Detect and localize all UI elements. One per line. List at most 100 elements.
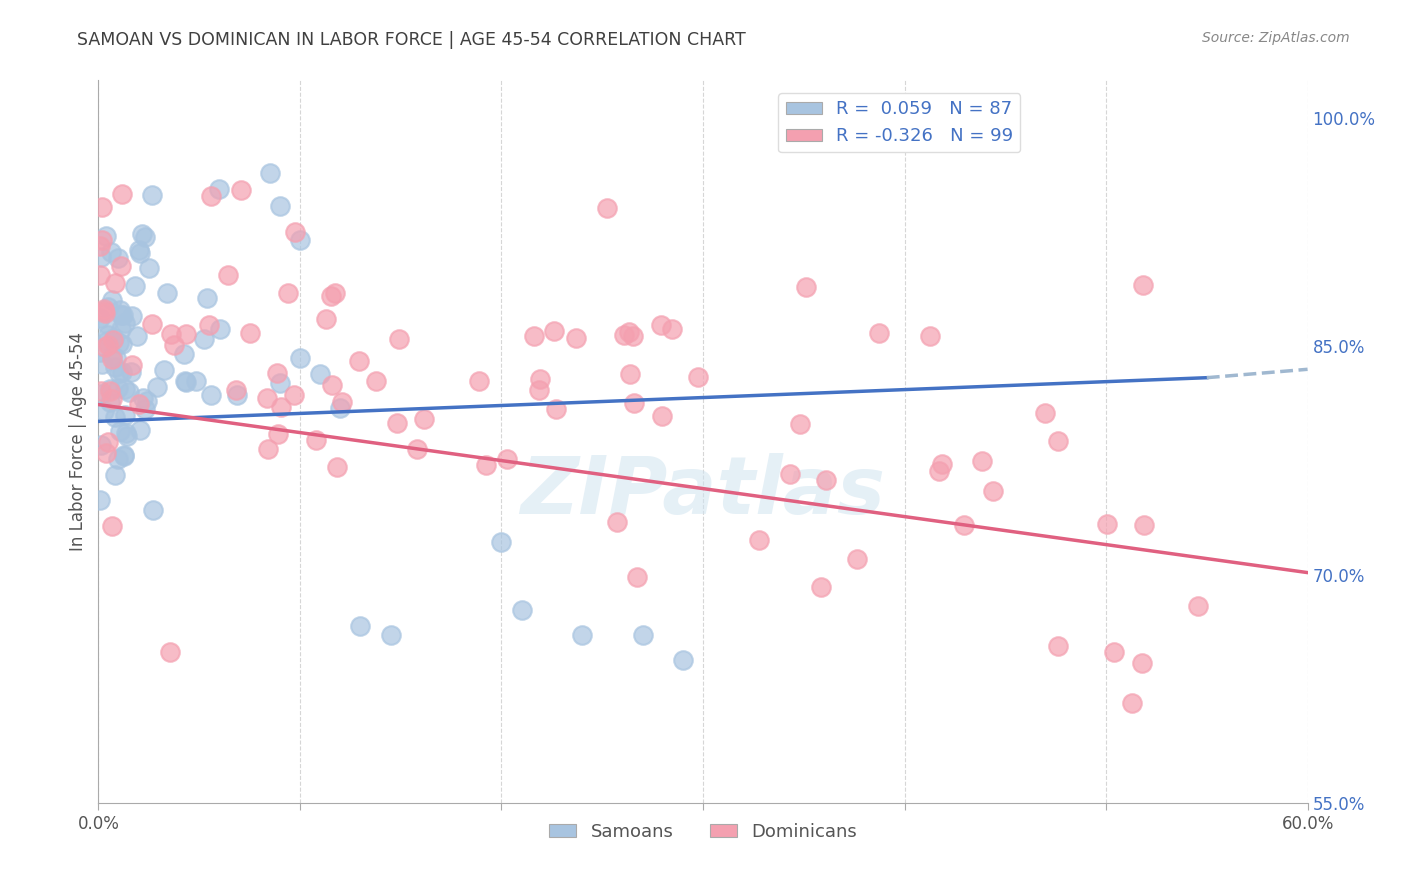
Point [613,327,636,342]
Point [94,306,117,320]
Point [330,395,353,409]
Point [981,483,1004,498]
Point [96,318,118,332]
Point [89,310,111,325]
Point [163,338,186,352]
Point [651,409,673,424]
Point [141,188,163,202]
Point [198,318,221,332]
Point [138,260,160,275]
Point [107,452,129,467]
Point [319,289,342,303]
Point [111,308,134,322]
Text: SAMOAN VS DOMINICAN IN LABOR FORCE | AGE 45-54 CORRELATION CHART: SAMOAN VS DOMINICAN IN LABOR FORCE | AGE… [77,31,747,49]
Point [543,324,565,338]
Point [114,408,136,422]
Point [1033,406,1056,420]
Point [380,628,402,642]
Point [114,316,136,330]
Point [94,229,117,244]
Point [661,322,683,336]
Point [97,338,120,352]
Point [347,354,370,368]
Point [208,322,231,336]
Point [596,201,619,215]
Point [90,386,112,401]
Point [266,366,288,380]
Point [269,376,291,390]
Point [229,183,252,197]
Point [89,345,111,359]
Point [688,369,710,384]
Point [491,535,513,549]
Point [184,374,207,388]
Point [329,401,352,415]
Point [159,645,181,659]
Point [98,382,121,396]
Point [110,303,132,318]
Point [217,268,239,283]
Point [146,380,169,394]
Point [111,365,134,379]
Point [388,332,411,346]
Point [114,382,136,396]
Point [794,280,817,294]
Point [405,442,427,456]
Point [619,367,641,381]
Point [413,411,436,425]
Point [89,493,111,508]
Point [128,244,150,258]
Point [104,351,127,365]
Point [101,349,124,363]
Point [626,569,648,583]
Point [748,533,770,548]
Point [127,329,149,343]
Point [101,518,124,533]
Point [118,384,141,399]
Point [239,326,262,340]
Point [364,374,387,388]
Point [845,552,868,566]
Point [107,251,129,265]
Point [321,378,343,392]
Point [160,327,183,342]
Point [326,459,349,474]
Point [93,403,115,417]
Point [91,200,114,214]
Point [256,391,278,405]
Point [468,374,491,388]
Point [267,427,290,442]
Point [270,401,292,415]
Point [200,388,222,402]
Point [1132,517,1154,532]
Point [623,396,645,410]
Point [101,334,124,348]
Point [90,233,112,247]
Point [619,325,641,339]
Point [173,347,195,361]
Point [208,182,231,196]
Point [605,516,627,530]
Point [1121,696,1143,710]
Point [1104,645,1126,659]
Point [288,233,311,247]
Point [672,653,695,667]
Point [200,189,222,203]
Point [100,245,122,260]
Point [621,328,644,343]
Point [97,434,120,449]
Point [104,468,127,483]
Point [93,302,115,317]
Point [920,328,942,343]
Point [269,199,291,213]
Point [174,327,197,342]
Point [1097,517,1119,532]
Point [103,330,125,344]
Point [257,442,280,457]
Point [565,331,588,345]
Point [94,340,117,354]
Point [90,250,112,264]
Point [101,293,124,308]
Point [112,449,135,463]
Point [1132,278,1154,293]
